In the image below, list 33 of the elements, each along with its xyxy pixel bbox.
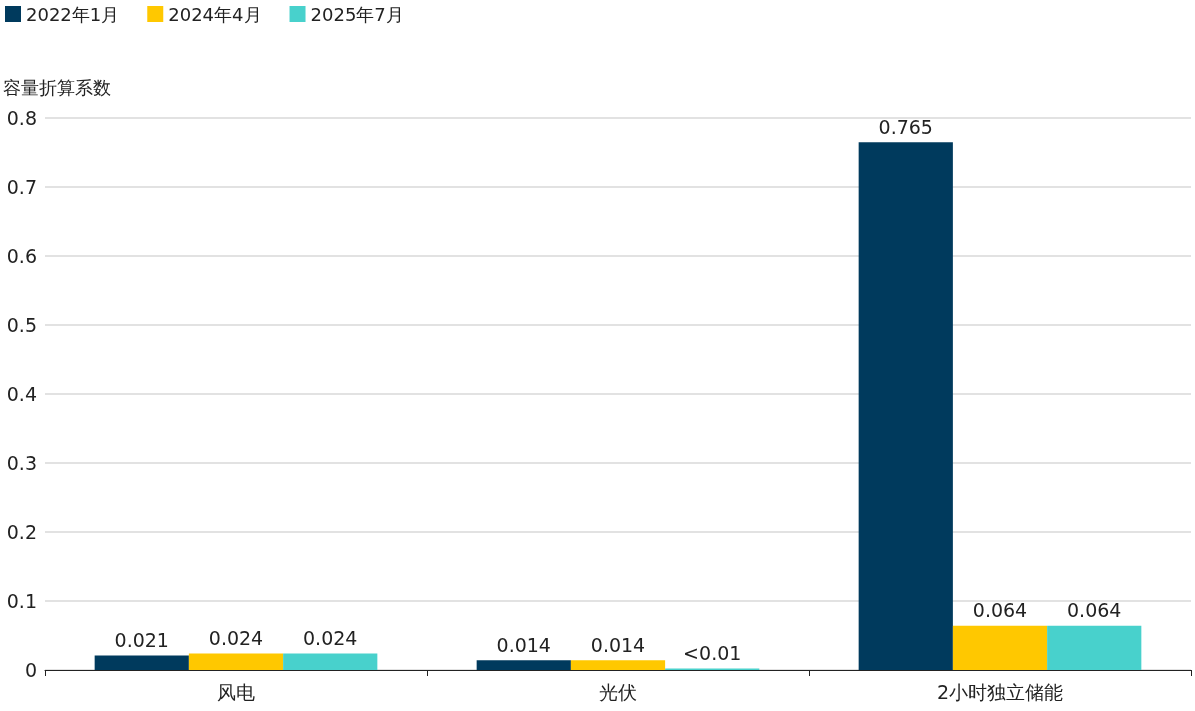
y-tick-label: 0.8 [6, 107, 37, 129]
bar [952, 625, 1048, 670]
data-label: 0.021 [114, 629, 169, 652]
y-tick-label: 0.4 [6, 383, 37, 405]
bar [94, 655, 189, 670]
y-tick-label: 0.2 [6, 521, 37, 543]
legend-label: 2024年4月 [168, 3, 262, 25]
legend-label: 2025年7月 [310, 3, 404, 25]
y-tick-label: 0.7 [6, 176, 37, 198]
y-tick-label: 0 [24, 659, 37, 681]
bar [476, 660, 571, 670]
x-tick-label: 2小时独立储能 [936, 680, 1064, 703]
bar [1047, 625, 1142, 670]
bar [858, 142, 953, 670]
data-label: 0.024 [208, 626, 264, 649]
y-tick-label: 0.5 [6, 314, 37, 336]
data-label: 0.014 [590, 633, 646, 656]
bar [283, 653, 378, 670]
y-tick-label: 0.1 [6, 590, 37, 612]
legend-label: 2022年1月 [26, 3, 120, 25]
bar [570, 660, 666, 670]
x-tick-label: 风电 [217, 680, 255, 703]
data-label: 0.064 [1067, 599, 1122, 622]
data-label: 0.765 [878, 115, 933, 138]
data-label: <0.01 [683, 642, 742, 665]
data-label: 0.014 [496, 633, 551, 656]
bar [188, 653, 284, 670]
data-label: 0.024 [303, 626, 358, 649]
y-tick-label: 0.6 [6, 245, 37, 267]
x-tick-label: 光伏 [599, 680, 637, 703]
data-label: 0.064 [972, 599, 1028, 622]
y-tick-label: 0.3 [6, 452, 37, 474]
y-axis-title: 容量折算系数 [3, 76, 111, 98]
